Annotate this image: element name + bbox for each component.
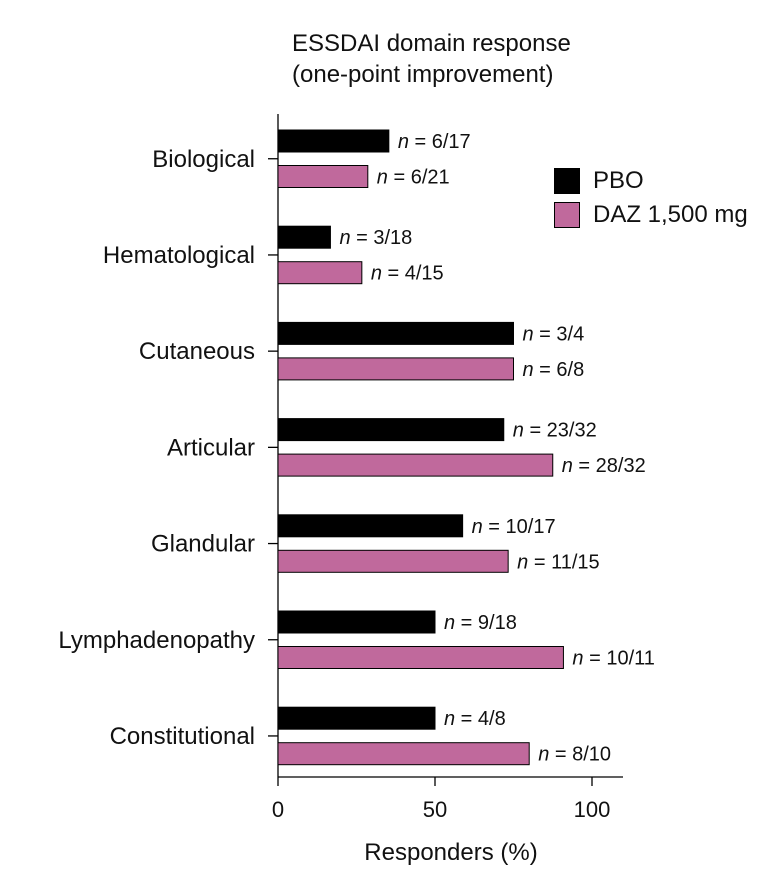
category-label: Constitutional xyxy=(110,723,255,750)
bar-pbo xyxy=(277,129,390,153)
bar-daz xyxy=(277,453,554,477)
bar-daz xyxy=(277,261,363,285)
legend-label-pbo: PBO xyxy=(593,167,644,194)
bar-pbo xyxy=(277,321,514,345)
bar-daz xyxy=(277,549,509,573)
bar-daz xyxy=(277,742,530,766)
x-tick-label: 100 xyxy=(574,797,611,822)
bar-pbo xyxy=(277,418,505,442)
data-label: n = 4/8 xyxy=(444,708,506,730)
bar-daz xyxy=(277,165,369,188)
data-label: n = 10/17 xyxy=(472,516,556,538)
data-label: n = 28/32 xyxy=(562,455,646,477)
legend-swatch-daz xyxy=(554,202,580,228)
legend-item-daz: DAZ 1,500 mg xyxy=(554,198,748,232)
legend: PBO DAZ 1,500 mg xyxy=(554,164,748,232)
category-label: Biological xyxy=(152,146,255,173)
data-label: n = 11/15 xyxy=(517,551,599,573)
data-label: n = 9/18 xyxy=(444,612,517,634)
data-label: n = 8/10 xyxy=(538,744,611,766)
data-label: n = 4/15 xyxy=(371,263,444,285)
data-label: n = 6/21 xyxy=(377,167,450,189)
category-label: Articular xyxy=(167,434,255,461)
data-label: n = 3/4 xyxy=(523,323,585,345)
bar-daz xyxy=(277,357,514,381)
x-axis-label: Responders (%) xyxy=(364,839,537,866)
legend-item-pbo: PBO xyxy=(554,164,748,198)
data-label: n = 10/11 xyxy=(572,648,654,670)
data-label: n = 3/18 xyxy=(339,227,412,249)
bar-pbo xyxy=(277,706,436,730)
legend-label-daz: DAZ 1,500 mg xyxy=(593,201,748,228)
bar-daz xyxy=(277,646,564,669)
bar-pbo xyxy=(277,610,436,634)
bar-pbo xyxy=(277,225,331,249)
category-label: Cutaneous xyxy=(139,338,255,365)
x-tick-label: 0 xyxy=(272,797,284,822)
category-label: Glandular xyxy=(151,531,255,558)
data-label: n = 6/17 xyxy=(398,131,471,153)
data-label: n = 6/8 xyxy=(523,359,585,381)
chart-title-line-2: (one-point improvement) xyxy=(292,61,554,88)
category-label: Hematological xyxy=(103,242,255,269)
data-label: n = 23/32 xyxy=(513,420,597,442)
bar-pbo xyxy=(277,514,464,538)
category-label: Lymphadenopathy xyxy=(58,627,255,654)
legend-swatch-pbo xyxy=(554,168,580,194)
x-tick-label: 50 xyxy=(423,797,447,822)
chart-title-line-1: ESSDAI domain response xyxy=(292,30,571,57)
